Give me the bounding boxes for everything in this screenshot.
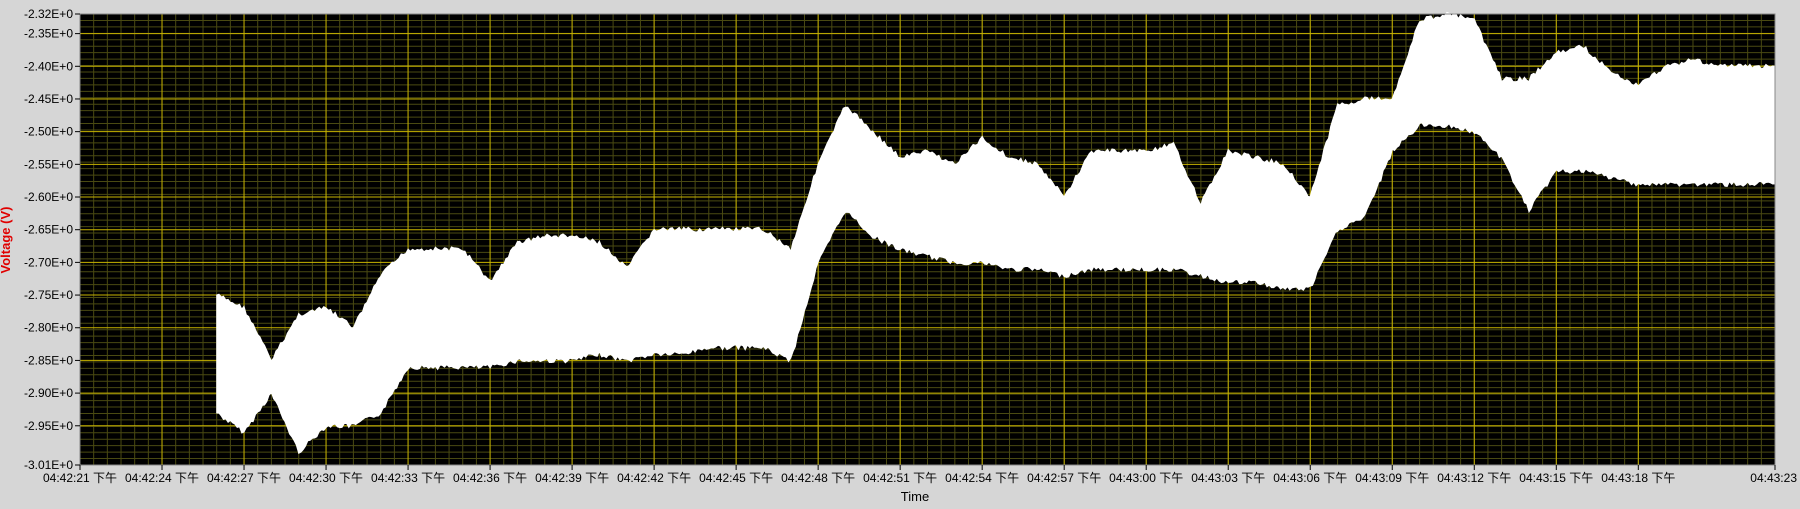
y-tick-label: -2.85E+0 bbox=[24, 353, 73, 367]
x-tick-label: 04:42:24 下午 bbox=[125, 471, 199, 485]
y-tick-label: -2.50E+0 bbox=[24, 125, 73, 139]
y-axis: -2.32E+0 -2.35E+0 -2.40E+0 -2.45E+0 -2.50E+0… bbox=[24, 7, 80, 472]
x-tick-label: 04:42:30 下午 bbox=[289, 471, 363, 485]
y-tick-label: -2.90E+0 bbox=[24, 386, 73, 400]
x-tick-label: 04:42:21 下午 bbox=[43, 471, 117, 485]
x-axis-label: Time bbox=[901, 489, 929, 504]
y-tick-label: -2.55E+0 bbox=[24, 157, 73, 171]
plot-border bbox=[79, 13, 1776, 466]
y-axis-label: Voltage (V) bbox=[0, 207, 13, 274]
x-tick-label: 04:42:42 下午 bbox=[617, 471, 691, 485]
y-tick-label: -2.80E+0 bbox=[24, 321, 73, 335]
y-tick-label: -2.35E+0 bbox=[24, 27, 73, 41]
y-tick-label: -2.70E+0 bbox=[24, 255, 73, 269]
x-axis: 04:42:21 下午 04:42:24 下午 04:42:27 下午 04:42:3… bbox=[43, 465, 1797, 485]
x-tick-label: 04:43:23 bbox=[1750, 471, 1797, 485]
x-tick-label: 04:43:12 下午 bbox=[1437, 471, 1511, 485]
y-tick-label: -2.45E+0 bbox=[24, 92, 73, 106]
x-tick-label: 04:42:39 下午 bbox=[535, 471, 609, 485]
y-tick-label: -2.32E+0 bbox=[24, 7, 73, 21]
x-tick-label: 04:42:57 下午 bbox=[1027, 471, 1101, 485]
y-tick-label: -2.60E+0 bbox=[24, 190, 73, 204]
x-tick-label: 04:42:51 下午 bbox=[863, 471, 937, 485]
x-tick-label: 04:42:54 下午 bbox=[945, 471, 1019, 485]
y-tick-label: -2.40E+0 bbox=[24, 59, 73, 73]
x-tick-label: 04:42:48 下午 bbox=[781, 471, 855, 485]
x-tick-label: 04:42:27 下午 bbox=[207, 471, 281, 485]
x-tick-label: 04:43:00 下午 bbox=[1109, 471, 1183, 485]
x-tick-label: 04:43:06 下午 bbox=[1273, 471, 1347, 485]
x-tick-label: 04:43:18 下午 bbox=[1601, 471, 1675, 485]
x-tick-label: 04:42:33 下午 bbox=[371, 471, 445, 485]
y-tick-label: -2.65E+0 bbox=[24, 223, 73, 237]
x-tick-label: 04:43:09 下午 bbox=[1355, 471, 1429, 485]
y-tick-label: -2.75E+0 bbox=[24, 288, 73, 302]
x-tick-label: 04:42:45 下午 bbox=[699, 471, 773, 485]
x-tick-label: 04:43:15 下午 bbox=[1519, 471, 1593, 485]
x-tick-label: 04:42:36 下午 bbox=[453, 471, 527, 485]
y-tick-label: -3.01E+0 bbox=[24, 458, 73, 472]
y-tick-label: -2.95E+0 bbox=[24, 419, 73, 433]
x-tick-label: 04:43:03 下午 bbox=[1191, 471, 1265, 485]
